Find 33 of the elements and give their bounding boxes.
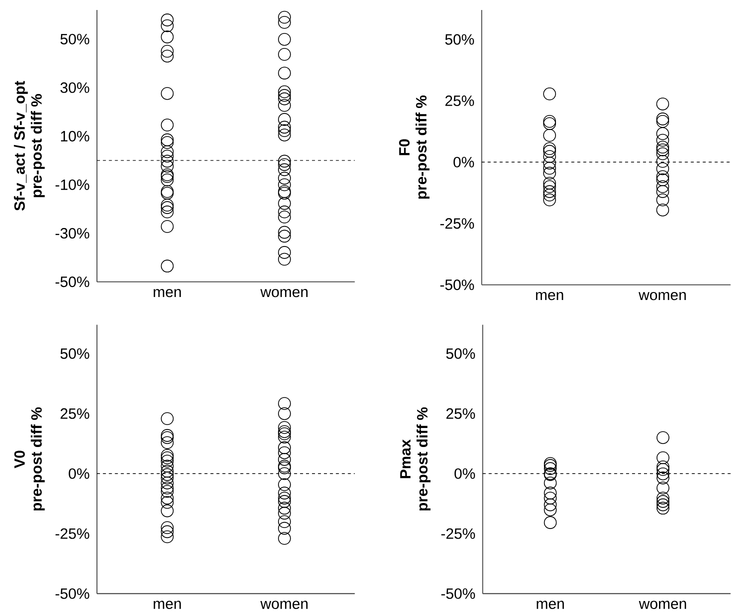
y-tick-label: -30% [56, 228, 90, 239]
x-tick-label: men [536, 292, 564, 300]
y-tick-label: 25% [60, 408, 90, 420]
y-tick-label: 50% [446, 348, 475, 360]
x-tick-label: women [260, 600, 308, 610]
y-tick-label: -10% [56, 180, 90, 190]
y-tick-label: -25% [441, 528, 475, 540]
y-axis-title: V0 pre-post diff % [14, 408, 45, 511]
x-tick-label: men [154, 600, 181, 610]
y-tick-label: -50% [56, 588, 90, 600]
y-tick-label: 30% [60, 82, 90, 94]
x-tick-label: men [154, 289, 181, 298]
y-tick-label: 0% [454, 157, 474, 168]
x-tick-label: women [260, 289, 308, 298]
y-axis-title: F0 pre-post diff % [399, 96, 430, 199]
y-tick-label: -50% [440, 280, 474, 290]
y-tick-label: -25% [440, 218, 474, 229]
y-tick-label: 0% [68, 468, 90, 480]
x-tick-label: men [536, 600, 564, 610]
y-tick-label: 50% [60, 348, 90, 360]
y-tick-label: 25% [446, 408, 475, 420]
y-tick-label: 50% [445, 34, 474, 45]
x-tick-label: women [638, 600, 686, 610]
y-tick-label: -50% [441, 588, 475, 600]
y-tick-label: -50% [56, 276, 90, 288]
x-tick-label: women [638, 292, 686, 300]
y-tick-label: 10% [61, 131, 90, 142]
y-tick-label: 50% [60, 34, 90, 45]
y-axis-title: Sf-v_act / Sf-v_opt pre-post diff % [14, 81, 45, 211]
y-tick-label: 0% [454, 468, 475, 480]
y-axis-title: Pmax pre-post diff % [400, 408, 431, 511]
y-tick-label: 25% [445, 96, 474, 106]
y-tick-label: -25% [56, 528, 90, 540]
